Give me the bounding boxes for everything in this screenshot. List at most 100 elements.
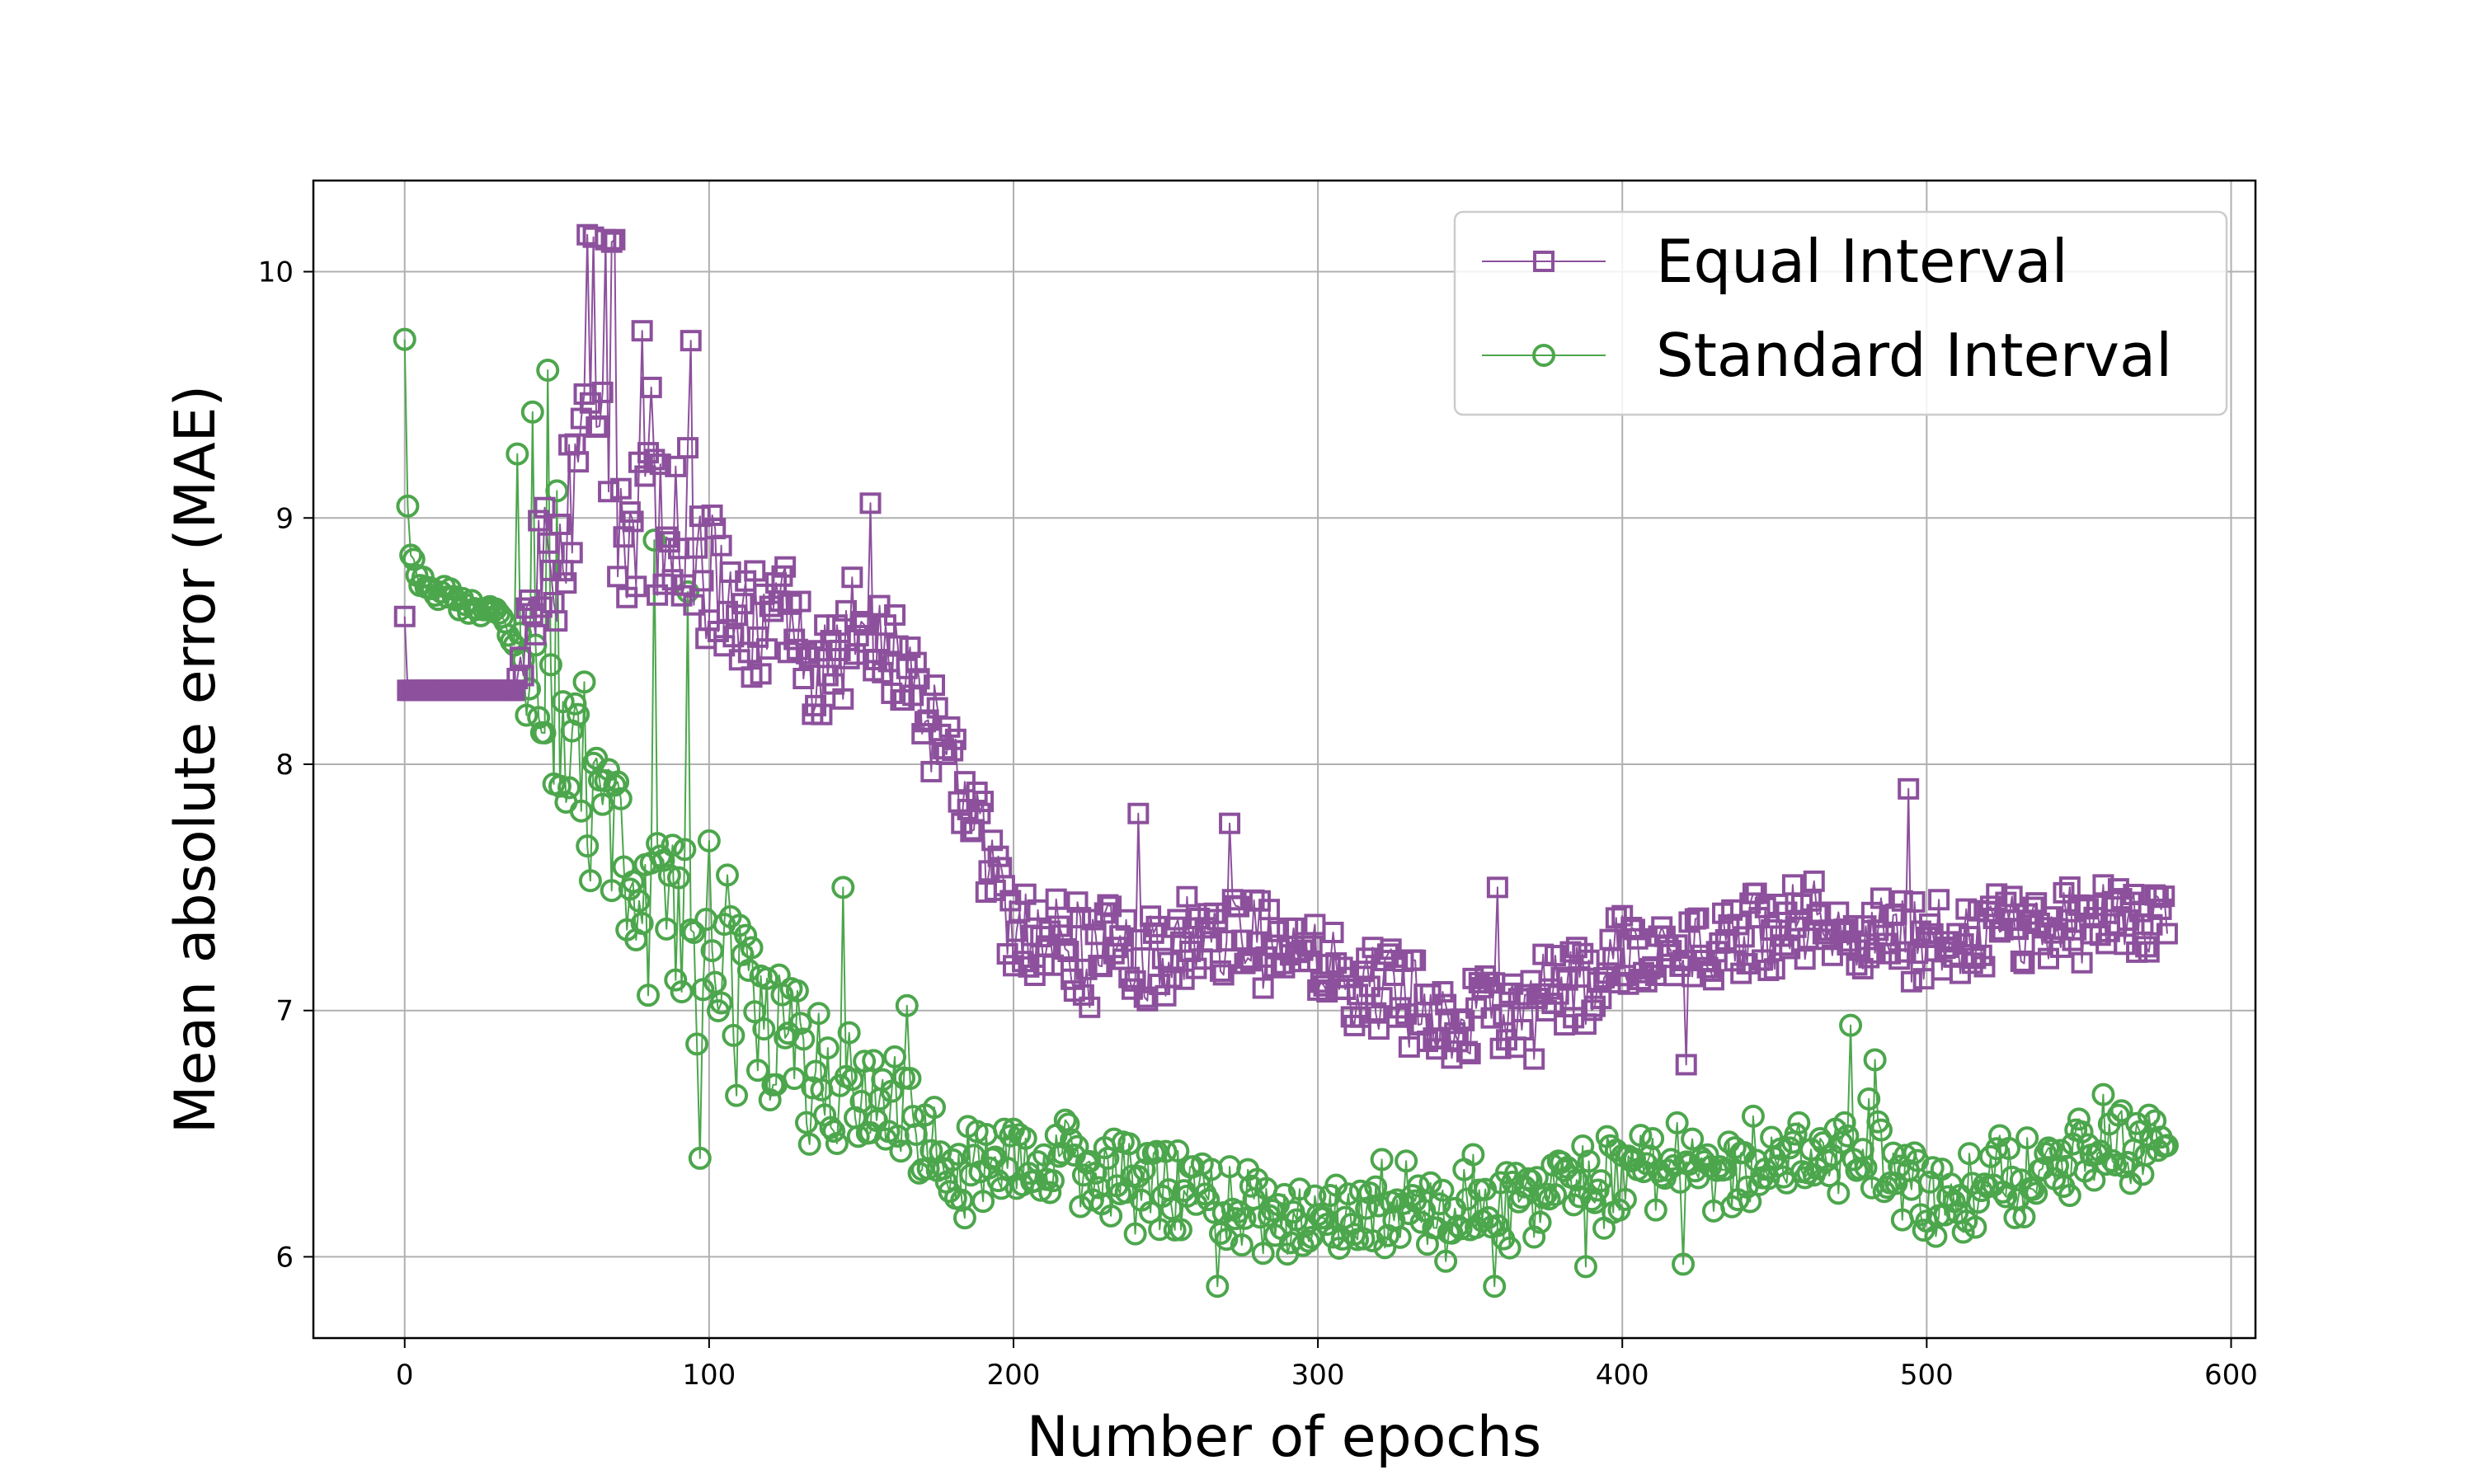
- standard-interval-point: [2058, 1184, 2081, 1208]
- standard-interval-point: [904, 1122, 928, 1146]
- equal-interval-point: [1803, 870, 1825, 892]
- equal-interval-point: [701, 504, 723, 526]
- standard-interval-point: [703, 970, 727, 994]
- equal-interval-point: [548, 514, 571, 536]
- equal-interval-point: [1511, 1018, 1533, 1040]
- equal-interval-point: [1453, 1009, 1475, 1031]
- equal-interval-point: [1602, 947, 1625, 970]
- standard-interval-point: [1117, 1132, 1141, 1156]
- standard-interval-point: [1197, 1188, 1221, 1212]
- standard-interval-point: [898, 1067, 922, 1091]
- standard-interval-point: [1215, 1228, 1239, 1252]
- equal-interval-point: [2135, 936, 2157, 958]
- equal-interval-point: [2013, 952, 2035, 974]
- standard-interval-point: [880, 1079, 904, 1103]
- equal-interval-point: [1091, 956, 1113, 978]
- equal-interval-point: [1437, 1008, 1460, 1031]
- equal-interval-point: [1380, 938, 1402, 960]
- standard-interval-point: [685, 1032, 709, 1056]
- standard-interval-point: [609, 787, 633, 810]
- standard-interval-point: [1233, 1206, 1257, 1230]
- standard-interval-point: [1248, 1205, 1272, 1229]
- standard-interval-point: [1449, 1217, 1473, 1241]
- equal-interval-point: [528, 510, 550, 532]
- equal-interval-point: [1870, 887, 1892, 909]
- equal-interval-point: [1727, 913, 1749, 936]
- equal-interval-point: [506, 668, 529, 690]
- standard-interval-point: [679, 918, 703, 942]
- x-tick-label: 200: [987, 1359, 1041, 1392]
- equal-interval-point: [811, 703, 833, 726]
- standard-interval-point: [1251, 1242, 1275, 1266]
- equal-interval-point: [722, 626, 745, 648]
- standard-interval-point: [971, 1190, 995, 1214]
- equal-interval-point: [1928, 889, 1950, 911]
- standard-interval-point: [551, 690, 575, 714]
- standard-interval-point: [682, 921, 706, 945]
- series-standard-interval: [393, 327, 2179, 1298]
- standard-interval-point: [1714, 1158, 1738, 1181]
- standard-interval-point: [923, 1096, 947, 1120]
- equal-interval-point: [1675, 1054, 1697, 1076]
- standard-interval-point: [822, 1120, 846, 1144]
- standard-interval-point: [1583, 1190, 1607, 1214]
- standard-interval-point: [661, 834, 684, 857]
- standard-interval-point: [1041, 1169, 1065, 1193]
- standard-interval-point: [585, 746, 609, 770]
- equal-interval-point: [1057, 941, 1079, 963]
- legend: Equal Interval Standard Interval: [1453, 210, 2228, 416]
- equal-interval-point: [987, 845, 1009, 867]
- standard-interval-point: [1681, 1127, 1705, 1151]
- standard-interval-point: [1884, 1172, 1908, 1195]
- standard-interval-point: [2012, 1205, 2036, 1229]
- standard-interval-point: [1732, 1141, 1756, 1165]
- standard-interval-point: [1154, 1139, 1178, 1163]
- equal-interval-point: [789, 590, 811, 613]
- standard-interval-point: [1951, 1220, 1975, 1244]
- equal-interval-point: [1349, 1006, 1371, 1028]
- standard-interval-point: [862, 1049, 886, 1073]
- equal-interval-point: [534, 496, 556, 519]
- equal-interval-point: [537, 532, 559, 554]
- standard-interval-point: [1507, 1190, 1531, 1214]
- equal-interval-point: [656, 526, 678, 548]
- equal-interval-point: [2065, 918, 2087, 941]
- standard-interval-point: [1857, 1087, 1881, 1111]
- standard-interval-point: [734, 923, 758, 947]
- standard-interval-point: [1373, 1236, 1397, 1260]
- y-axis-label: Mean absolute error (MAE): [163, 385, 228, 1134]
- standard-interval-point: [2070, 1120, 2094, 1144]
- standard-interval-point: [1026, 1150, 1050, 1174]
- standard-interval-point: [1047, 1144, 1071, 1168]
- standard-interval-point: [1544, 1183, 1568, 1207]
- equal-interval-point: [1572, 942, 1594, 965]
- equal-interval-point: [1858, 946, 1880, 969]
- equal-interval-point: [539, 559, 562, 581]
- standard-interval-point: [2155, 1134, 2179, 1158]
- equal-interval-point: [1212, 964, 1235, 986]
- standard-interval-point: [1498, 1236, 1522, 1260]
- equal-interval-point: [567, 451, 590, 473]
- equal-interval-point: [1754, 896, 1776, 918]
- equal-interval-point: [1389, 997, 1411, 1019]
- standard-interval-point: [2000, 1165, 2024, 1189]
- standard-interval-point: [1272, 1182, 1296, 1206]
- standard-interval-point: [691, 978, 715, 1002]
- equal-interval-point: [1206, 909, 1229, 931]
- equal-interval-point: [609, 477, 632, 500]
- equal-interval-point: [2128, 900, 2151, 923]
- standard-interval-point: [1227, 1200, 1251, 1223]
- standard-interval-point: [1239, 1174, 1263, 1198]
- equal-interval-point: [710, 534, 732, 556]
- equal-interval-point: [1176, 885, 1198, 908]
- standard-interval-point: [825, 1132, 849, 1156]
- equal-interval-point: [1200, 931, 1222, 953]
- standard-interval-point: [673, 838, 697, 862]
- standard-interval-point: [722, 1023, 745, 1047]
- standard-interval-point: [1863, 1048, 1887, 1072]
- standard-interval-point: [1355, 1196, 1379, 1220]
- x-tick-label: 500: [1900, 1359, 1954, 1392]
- equal-interval-point: [1578, 949, 1600, 971]
- equal-interval-point: [1367, 1018, 1390, 1040]
